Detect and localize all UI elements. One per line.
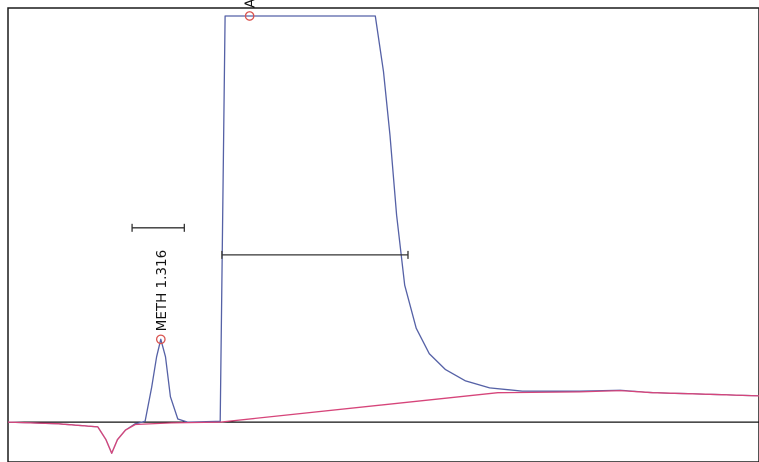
peak-label: ACET 2.150 xyxy=(243,0,259,8)
peak-apex-marker xyxy=(155,334,166,345)
width-bars-group xyxy=(131,223,409,259)
plot-frame xyxy=(7,7,759,462)
peak-apex-marker xyxy=(244,11,255,21)
peak-labels-group: METH 1.316 ACET 2.150 xyxy=(154,0,259,345)
series-group xyxy=(7,15,759,454)
peak-label: METH 1.316 xyxy=(154,250,170,332)
integration-baseline-trace xyxy=(7,389,759,454)
